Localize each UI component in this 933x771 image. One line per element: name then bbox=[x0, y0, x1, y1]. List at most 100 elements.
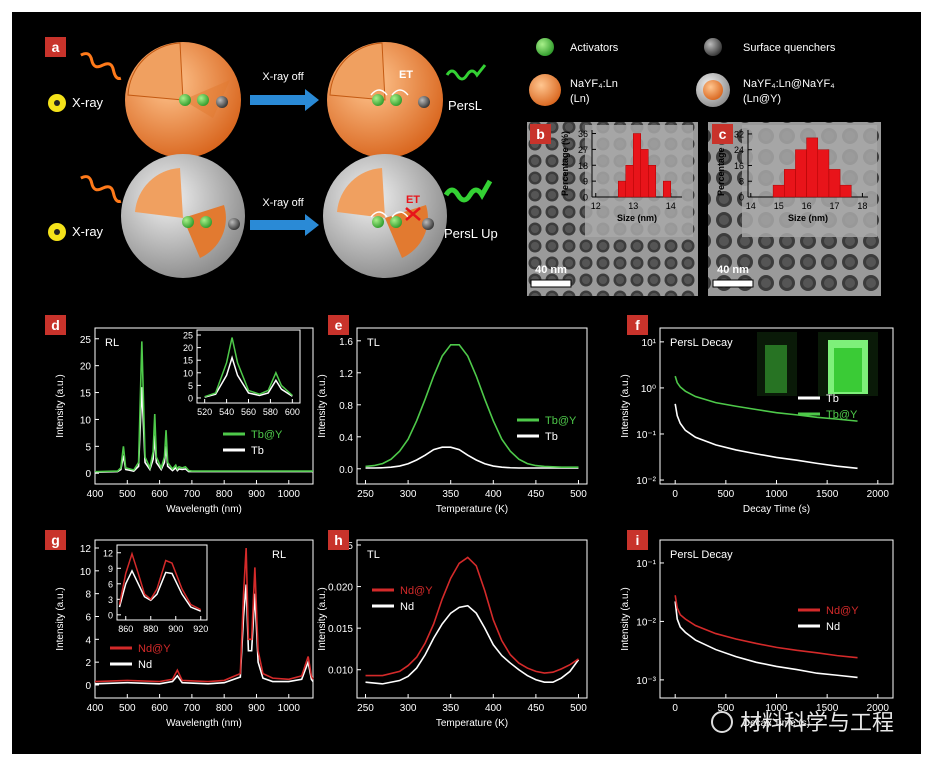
series-line bbox=[118, 569, 202, 612]
panel-letter: c bbox=[719, 126, 727, 142]
y-tick-label: 1.6 bbox=[339, 337, 353, 348]
y-tick-label: 0 bbox=[739, 193, 744, 203]
quencher bbox=[418, 96, 430, 108]
x-tick-label: 18 bbox=[857, 201, 867, 211]
panel-badge bbox=[627, 315, 648, 335]
legend-label: Nd bbox=[400, 601, 414, 613]
y-tick-label: 10 bbox=[80, 567, 92, 578]
legend-label: Nd@Y bbox=[826, 605, 859, 617]
et-arrow bbox=[370, 89, 409, 96]
legend-label: Nd bbox=[138, 659, 152, 671]
annotation: TL bbox=[367, 337, 380, 349]
x-tick-label: 1500 bbox=[816, 489, 839, 500]
panel-letter: d bbox=[51, 317, 60, 333]
activator bbox=[372, 94, 384, 106]
x-tick-label: 500 bbox=[718, 489, 735, 500]
y-tick-label: 10⁻² bbox=[636, 476, 656, 487]
y-tick-label: 1.2 bbox=[339, 369, 353, 380]
series-line bbox=[365, 446, 579, 469]
y-axis-label: Intensity (a.u.) bbox=[55, 374, 66, 437]
watermark: 材料科学与工程 bbox=[740, 711, 894, 736]
y-tick-label: 12 bbox=[103, 548, 113, 558]
cutaway bbox=[329, 42, 386, 101]
x-tick-label: 450 bbox=[528, 703, 545, 714]
y-tick-label: 6 bbox=[108, 579, 113, 589]
x-tick-label: 2000 bbox=[867, 703, 890, 714]
legend-label: (Ln) bbox=[570, 93, 590, 105]
y-tick-label: 10 bbox=[80, 415, 92, 426]
x-tick-label: 400 bbox=[87, 703, 104, 714]
legend-label: Tb@Y bbox=[251, 429, 283, 441]
activator bbox=[197, 94, 209, 106]
y-tick-label: 0 bbox=[85, 469, 91, 480]
panel-letter: g bbox=[51, 532, 60, 548]
panel-letter: f bbox=[635, 317, 640, 333]
x-tick-label: 520 bbox=[197, 407, 212, 417]
bar bbox=[806, 137, 819, 198]
x-tick-label: 500 bbox=[119, 489, 136, 500]
cutaway bbox=[127, 42, 184, 101]
plot-frame bbox=[94, 327, 314, 485]
panel-letter: b bbox=[536, 126, 545, 142]
result-label: PersL Up bbox=[444, 226, 498, 241]
x-axis-label: Temperature (K) bbox=[436, 718, 508, 729]
series-line bbox=[204, 337, 293, 398]
vial bbox=[834, 348, 862, 392]
x-tick-label: 860 bbox=[118, 624, 133, 634]
y-tick-label: 0 bbox=[583, 193, 588, 203]
x-tick-label: 400 bbox=[87, 489, 104, 500]
x-tick-label: 540 bbox=[219, 407, 234, 417]
x-tick-label: 300 bbox=[400, 489, 417, 500]
blocked-mark bbox=[405, 207, 421, 221]
x-tick-label: 500 bbox=[570, 703, 587, 714]
y-tick-label: 0.4 bbox=[339, 433, 353, 444]
activator bbox=[182, 216, 194, 228]
bar bbox=[648, 165, 656, 198]
y-tick-label: 8 bbox=[85, 590, 91, 601]
core bbox=[183, 205, 226, 258]
radiation-icon bbox=[54, 100, 60, 106]
x-tick-label: 800 bbox=[216, 703, 233, 714]
legend-label: Tb@Y bbox=[826, 409, 858, 421]
y-tick-label: 8 bbox=[739, 177, 744, 187]
series-line bbox=[118, 551, 202, 611]
y-tick-label: 25 bbox=[80, 335, 92, 346]
x-tick-label: 560 bbox=[241, 407, 256, 417]
y-axis-label: Intensity (a.u.) bbox=[55, 587, 66, 650]
y-axis-label: Intensity (a.u.) bbox=[317, 587, 328, 650]
y-tick-label: 10⁰ bbox=[641, 384, 656, 395]
scale-bar-label: 40 nm bbox=[535, 264, 567, 276]
radiation-icon bbox=[54, 229, 60, 235]
x-tick-label: 350 bbox=[442, 703, 459, 714]
legend-label: Tb bbox=[251, 445, 264, 457]
y-tick-label: 32 bbox=[734, 129, 744, 139]
y-tick-label: 0.020 bbox=[328, 583, 353, 594]
bar bbox=[640, 149, 649, 198]
activator bbox=[372, 216, 384, 228]
activator bbox=[200, 216, 212, 228]
scale-bar bbox=[530, 279, 572, 288]
bar bbox=[839, 184, 852, 198]
series-line bbox=[365, 556, 579, 677]
x-tick-label: 15 bbox=[774, 201, 784, 211]
legend-label: (Ln@Y) bbox=[743, 93, 781, 105]
quencher bbox=[422, 218, 434, 230]
x-tick-label: 600 bbox=[151, 489, 168, 500]
x-tick-label: 17 bbox=[830, 201, 840, 211]
y-tick-label: 9 bbox=[108, 564, 113, 574]
y-tick-label: 9 bbox=[583, 177, 588, 187]
x-tick-label: 13 bbox=[628, 201, 638, 211]
x-tick-label: 500 bbox=[570, 489, 587, 500]
panel-badge bbox=[328, 315, 349, 335]
x-tick-label: 600 bbox=[285, 407, 300, 417]
bar bbox=[772, 184, 785, 198]
y-tick-label: 2 bbox=[85, 658, 91, 669]
panel-letter: i bbox=[636, 532, 640, 548]
panel-badge bbox=[328, 530, 349, 550]
legend-label: Activators bbox=[570, 42, 619, 54]
activator bbox=[390, 94, 402, 106]
bar bbox=[618, 180, 626, 198]
plot-frame bbox=[356, 539, 588, 699]
legend-label: Tb bbox=[545, 431, 558, 443]
x-tick-label: 14 bbox=[666, 201, 676, 211]
